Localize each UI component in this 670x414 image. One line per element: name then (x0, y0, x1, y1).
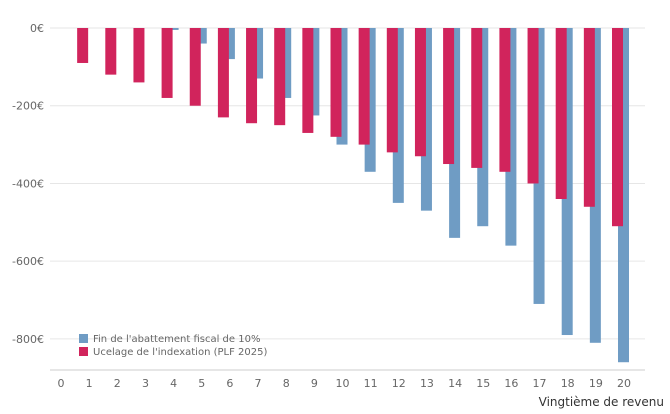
grid-lines (50, 27, 645, 340)
bar-series2-cat-20 (612, 28, 623, 227)
bar-series2-cat-13 (414, 28, 426, 157)
x-tick-label-14: 14 (448, 377, 462, 390)
bar-series2-cat-3 (133, 28, 145, 83)
bar-series2-cat-2 (105, 28, 117, 75)
bar-series2-cat-1 (77, 28, 89, 63)
bar-series2-cat-8 (274, 28, 286, 126)
bar-series1-cat-16 (505, 28, 517, 246)
bar-series2-cat-16 (499, 28, 511, 172)
bar-series1-cat-19 (589, 28, 601, 343)
bar-series2-cat-12 (386, 28, 398, 153)
bar-series2-cat-5 (189, 28, 201, 106)
x-tick-label-10: 10 (336, 377, 350, 390)
bar-series1-cat-12 (392, 28, 404, 203)
x-tick-label-4: 4 (170, 377, 177, 390)
bar-series1-cat-4 (167, 28, 179, 30)
x-tick-label-6: 6 (226, 377, 233, 390)
x-tick-label-3: 3 (142, 377, 149, 390)
bar-series2-cat-6 (217, 28, 229, 118)
bar-series1-cat-17 (533, 28, 545, 304)
y-tick-label-1: -200€ (12, 100, 44, 113)
legend-label-series-1: Fin de l'abattement fiscal de 10% (93, 334, 260, 345)
y-axis: 0€ -200€ -400€ -600€ -800€ (12, 22, 44, 346)
x-tick-label-1: 1 (86, 377, 93, 390)
bar-series1-cat-8 (280, 28, 292, 98)
bar-series2-cat-17 (527, 28, 539, 184)
bar-series1-cat-20 (618, 28, 629, 363)
x-tick-label-18: 18 (561, 377, 575, 390)
y-tick-label-4: -800€ (12, 333, 44, 346)
bar-series2-cat-9 (302, 28, 314, 133)
y-tick-label-2: -400€ (12, 177, 44, 190)
y-tick-label-0: 0€ (30, 22, 44, 35)
bar-series2-cat-7 (246, 28, 258, 124)
x-tick-label-5: 5 (198, 377, 205, 390)
x-tick-label-9: 9 (311, 377, 318, 390)
bar-series1-cat-10 (336, 28, 348, 145)
x-tick-label-13: 13 (420, 377, 434, 390)
bar-series2-cat-18 (555, 28, 567, 199)
x-tick-label-16: 16 (504, 377, 518, 390)
bar-series1-cat-6 (223, 28, 235, 60)
bar-series1-cat-7 (252, 28, 264, 79)
x-axis-title: Vingtième de revenu (539, 395, 664, 409)
bar-series1-cat-15 (477, 28, 489, 227)
bar-series2-cat-14 (443, 28, 455, 165)
legend: Fin de l'abattement fiscal de 10% Ucelag… (79, 334, 267, 358)
bar-series1-cat-9 (308, 28, 320, 116)
bar-series2-cat-10 (330, 28, 342, 137)
bar-series1-cat-5 (195, 28, 207, 44)
x-tick-label-15: 15 (476, 377, 490, 390)
x-tick-label-19: 19 (589, 377, 603, 390)
bar-series1-cat-14 (449, 28, 461, 238)
x-tick-label-8: 8 (283, 377, 290, 390)
legend-swatch-series-1 (79, 334, 88, 343)
legend-swatch-series-2 (79, 347, 88, 356)
x-tick-label-0: 0 (58, 377, 65, 390)
bar-series1-cat-11 (364, 28, 376, 172)
x-tick-label-12: 12 (392, 377, 406, 390)
x-tick-label-11: 11 (364, 377, 378, 390)
bar-series2-cat-15 (471, 28, 483, 168)
x-tick-label-17: 17 (533, 377, 547, 390)
bar-series2-cat-19 (583, 28, 595, 207)
y-tick-label-3: -600€ (12, 255, 44, 268)
bar-series2-cat-4 (161, 28, 173, 98)
bar-series2-cat-11 (358, 28, 370, 145)
x-axis: 0 1 2 3 4 5 6 7 8 9 10 11 12 13 14 15 16 17 18 19 20 (50, 369, 645, 390)
x-tick-label-7: 7 (255, 377, 262, 390)
x-tick-label-20: 20 (617, 377, 631, 390)
legend-label-series-2: Ucelage de l'indexation (PLF 2025) (93, 347, 267, 358)
bar-series1-cat-18 (561, 28, 573, 336)
bar-series1-cat-13 (420, 28, 432, 211)
x-tick-label-2: 2 (114, 377, 121, 390)
bar-series (77, 28, 629, 363)
